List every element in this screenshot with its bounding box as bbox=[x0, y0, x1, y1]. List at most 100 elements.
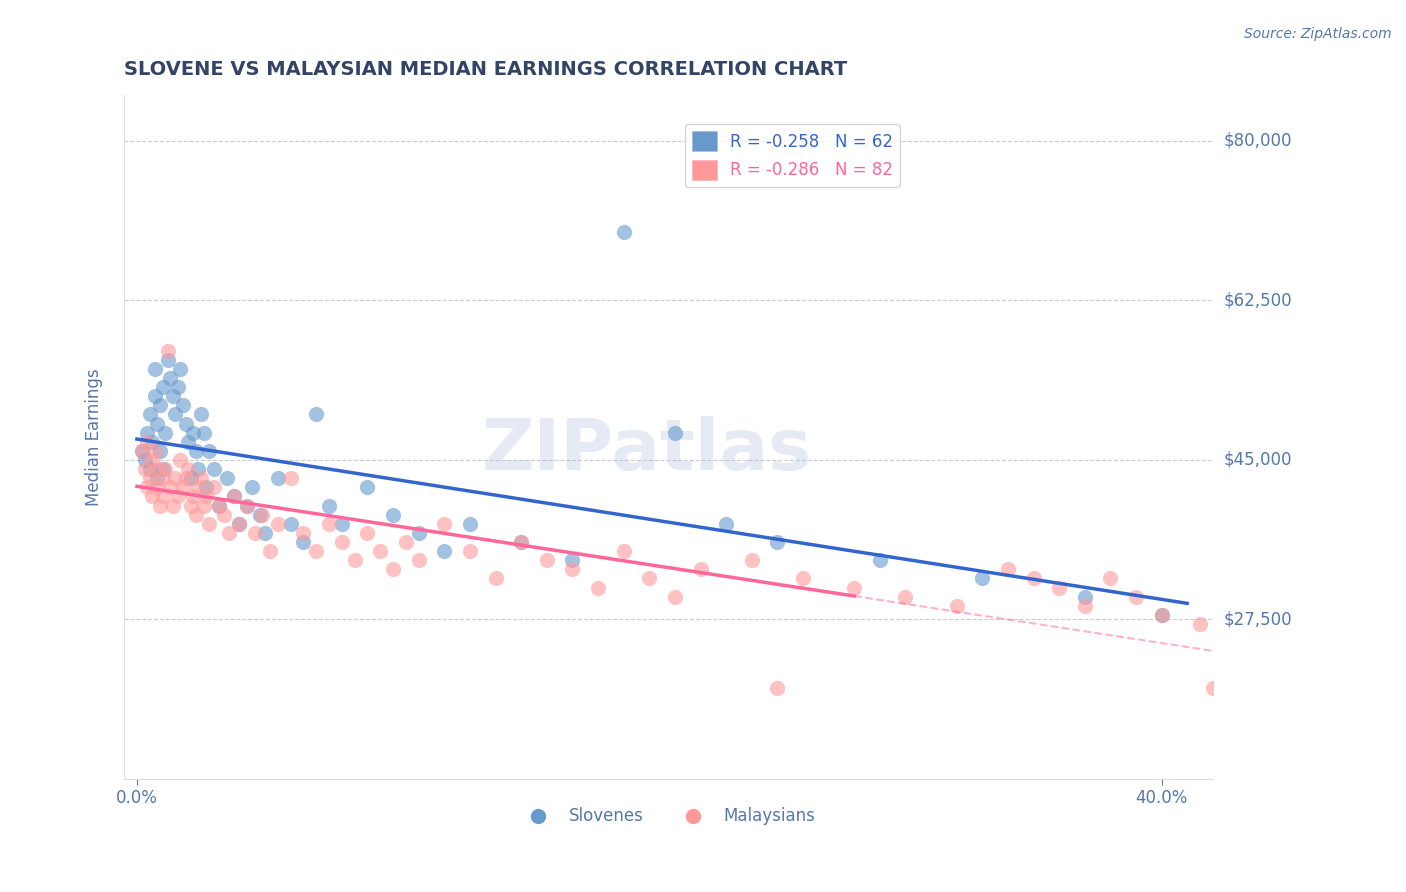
Point bbox=[149, 499, 172, 513]
Point bbox=[1022, 571, 1045, 585]
Point bbox=[228, 516, 250, 531]
Point bbox=[1189, 617, 1212, 632]
Point bbox=[139, 462, 162, 476]
Point bbox=[156, 343, 179, 358]
Point bbox=[136, 434, 159, 449]
Point bbox=[212, 508, 235, 522]
Point bbox=[368, 544, 391, 558]
Legend: Slovenes, Malaysians: Slovenes, Malaysians bbox=[515, 801, 823, 832]
Point bbox=[187, 462, 209, 476]
Point bbox=[458, 544, 481, 558]
Point bbox=[181, 425, 204, 440]
Point bbox=[844, 581, 866, 595]
Point bbox=[174, 417, 197, 431]
Point bbox=[292, 535, 315, 549]
Point bbox=[152, 490, 174, 504]
Point bbox=[267, 516, 290, 531]
Point bbox=[202, 480, 225, 494]
Point bbox=[193, 425, 215, 440]
Point bbox=[224, 490, 246, 504]
Point bbox=[172, 480, 194, 494]
Point bbox=[184, 508, 207, 522]
Point bbox=[169, 453, 191, 467]
Text: Source: ZipAtlas.com: Source: ZipAtlas.com bbox=[1244, 27, 1392, 41]
Point bbox=[139, 408, 162, 422]
Point bbox=[174, 471, 197, 485]
Point bbox=[146, 462, 169, 476]
Point bbox=[156, 352, 179, 367]
Text: $45,000: $45,000 bbox=[1225, 451, 1292, 469]
Point bbox=[180, 499, 202, 513]
Point bbox=[894, 590, 917, 604]
Point bbox=[149, 398, 172, 412]
Text: $80,000: $80,000 bbox=[1225, 132, 1292, 150]
Point bbox=[382, 508, 405, 522]
Point bbox=[236, 499, 259, 513]
Point bbox=[143, 443, 166, 458]
Point bbox=[134, 462, 156, 476]
Point bbox=[613, 544, 636, 558]
Point bbox=[1227, 698, 1250, 713]
Point bbox=[187, 480, 209, 494]
Point bbox=[689, 562, 711, 576]
Point bbox=[1047, 581, 1070, 595]
Point bbox=[1150, 607, 1173, 622]
Point bbox=[141, 490, 163, 504]
Point bbox=[159, 480, 181, 494]
Point bbox=[177, 434, 200, 449]
Point bbox=[1125, 590, 1147, 604]
Point bbox=[766, 535, 789, 549]
Point bbox=[131, 443, 153, 458]
Point bbox=[218, 525, 240, 540]
Y-axis label: Median Earnings: Median Earnings bbox=[86, 368, 103, 506]
Point bbox=[143, 361, 166, 376]
Point bbox=[153, 425, 176, 440]
Point bbox=[146, 480, 169, 494]
Point bbox=[249, 508, 271, 522]
Point bbox=[433, 544, 456, 558]
Point bbox=[330, 535, 353, 549]
Point bbox=[236, 499, 259, 513]
Point bbox=[1202, 681, 1225, 695]
Point bbox=[1099, 571, 1122, 585]
Point bbox=[305, 408, 328, 422]
Point bbox=[408, 553, 430, 567]
Point bbox=[152, 471, 174, 485]
Point bbox=[586, 581, 609, 595]
Point bbox=[318, 516, 340, 531]
Point bbox=[240, 480, 263, 494]
Point bbox=[1278, 690, 1301, 704]
Point bbox=[945, 599, 967, 613]
Point bbox=[149, 443, 172, 458]
Point bbox=[190, 408, 212, 422]
Point bbox=[181, 490, 204, 504]
Point bbox=[561, 553, 583, 567]
Point bbox=[280, 516, 302, 531]
Text: ZIPatlas: ZIPatlas bbox=[482, 417, 811, 485]
Point bbox=[792, 571, 814, 585]
Point bbox=[146, 471, 169, 485]
Point bbox=[1150, 607, 1173, 622]
Point bbox=[167, 490, 190, 504]
Text: $62,500: $62,500 bbox=[1225, 292, 1292, 310]
Point bbox=[638, 571, 661, 585]
Point bbox=[180, 471, 202, 485]
Point bbox=[253, 525, 276, 540]
Point bbox=[131, 443, 153, 458]
Point bbox=[433, 516, 456, 531]
Point bbox=[510, 535, 533, 549]
Point bbox=[134, 453, 156, 467]
Point bbox=[280, 471, 302, 485]
Point bbox=[536, 553, 558, 567]
Point bbox=[197, 516, 219, 531]
Point bbox=[136, 480, 159, 494]
Point bbox=[1074, 599, 1097, 613]
Point bbox=[228, 516, 250, 531]
Point bbox=[136, 425, 159, 440]
Point bbox=[165, 471, 187, 485]
Point bbox=[224, 490, 246, 504]
Point bbox=[202, 462, 225, 476]
Point bbox=[292, 525, 315, 540]
Text: $27,500: $27,500 bbox=[1225, 610, 1292, 629]
Point bbox=[972, 571, 994, 585]
